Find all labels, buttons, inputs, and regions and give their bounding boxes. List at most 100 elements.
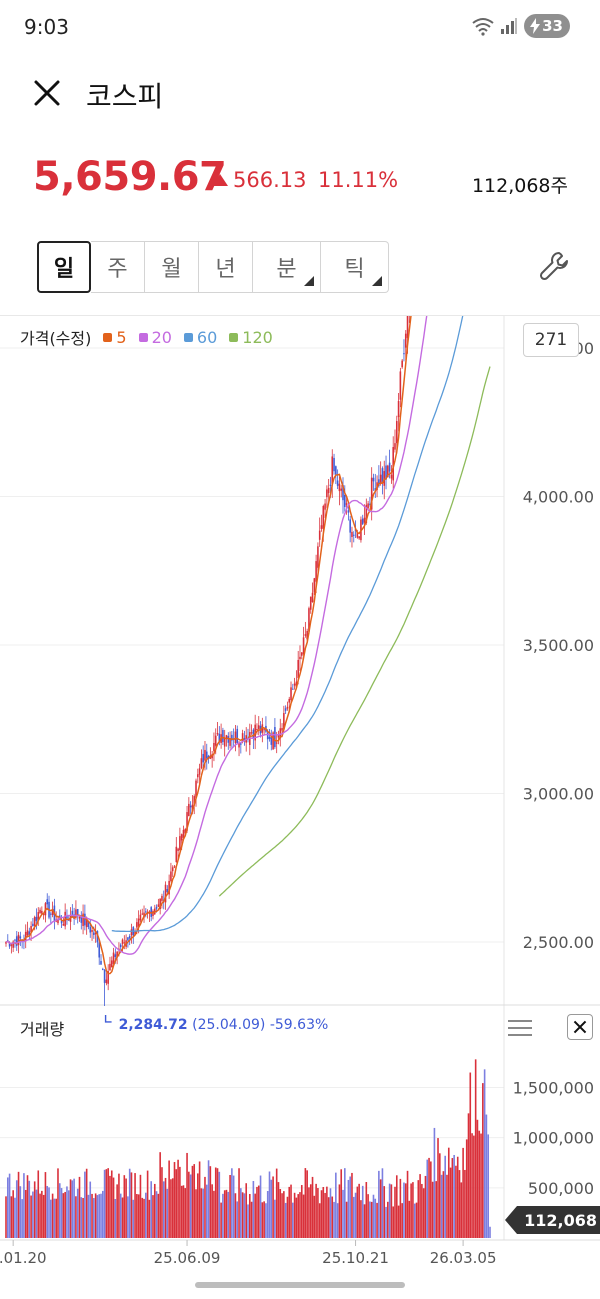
candle-body bbox=[365, 504, 368, 524]
tab-label: 틱 bbox=[344, 257, 365, 282]
volume-bar bbox=[33, 1181, 36, 1238]
tab-day[interactable]: 일 bbox=[37, 241, 91, 293]
volume-bar bbox=[263, 1201, 265, 1238]
volume-tick-label: 1,000,000 bbox=[513, 1129, 594, 1148]
volume-bar bbox=[412, 1182, 414, 1238]
tab-tick[interactable]: 틱 bbox=[321, 241, 389, 293]
menu-icon[interactable] bbox=[506, 1016, 534, 1040]
volume-bar bbox=[102, 1190, 104, 1238]
volume-bar bbox=[277, 1182, 280, 1238]
volume-bar bbox=[211, 1184, 213, 1238]
close-volume-icon[interactable] bbox=[567, 1014, 593, 1040]
tab-year[interactable]: 년 bbox=[199, 241, 253, 293]
volume-bar bbox=[401, 1203, 403, 1238]
volume-bar bbox=[254, 1193, 256, 1238]
price-change-percent: 11.11% bbox=[318, 168, 399, 192]
volume-bar bbox=[297, 1194, 299, 1238]
volume-bar bbox=[408, 1200, 411, 1238]
tab-month[interactable]: 월 bbox=[145, 241, 199, 293]
volume-bar bbox=[168, 1160, 170, 1238]
candle-body bbox=[369, 503, 371, 505]
candle-count-button[interactable]: 271 bbox=[523, 323, 579, 357]
tab-minute[interactable]: 분 bbox=[253, 241, 321, 293]
candle-body bbox=[39, 909, 41, 914]
volume-bar bbox=[26, 1175, 29, 1238]
volume-bar bbox=[71, 1180, 74, 1238]
candle-body bbox=[326, 489, 328, 498]
volume-bar bbox=[320, 1190, 323, 1238]
candle-body bbox=[252, 729, 255, 739]
volume-bar bbox=[229, 1175, 231, 1238]
volume-bar bbox=[225, 1189, 228, 1238]
volume-tick-label: 500,000 bbox=[528, 1179, 594, 1198]
candle-body bbox=[180, 834, 183, 841]
volume-bar bbox=[155, 1191, 158, 1238]
volume-bar bbox=[404, 1183, 407, 1238]
close-icon[interactable] bbox=[30, 76, 64, 110]
volume-bar bbox=[286, 1196, 289, 1238]
volume-bar bbox=[58, 1183, 61, 1238]
tab-label: 주 bbox=[107, 257, 128, 282]
price-chart[interactable]: 2,500.003,000.003,500.004,000.004,500.00… bbox=[0, 316, 600, 1276]
volume-bar bbox=[150, 1181, 152, 1238]
volume-bar bbox=[284, 1202, 287, 1238]
low-annotation-price: 2,284.72 bbox=[119, 1017, 188, 1033]
volume-bar bbox=[8, 1173, 11, 1238]
candle-body bbox=[80, 917, 83, 923]
candle-body bbox=[177, 848, 179, 851]
volume-bar bbox=[105, 1169, 108, 1238]
volume-bar bbox=[136, 1194, 138, 1238]
tab-label: 월 bbox=[161, 257, 182, 282]
candle-body bbox=[123, 942, 126, 944]
low-annotation-date: (25.04.09) bbox=[188, 1017, 266, 1033]
volume-bar bbox=[23, 1173, 25, 1238]
legend-ma20[interactable]: 20 bbox=[138, 328, 172, 347]
candle-body bbox=[112, 952, 115, 965]
volume-bar bbox=[98, 1194, 101, 1238]
volume-bar bbox=[358, 1183, 360, 1238]
candle-body bbox=[150, 907, 152, 917]
volume-bar bbox=[473, 1135, 475, 1238]
legend-ma5[interactable]: 5 bbox=[103, 328, 127, 347]
volume-bar bbox=[189, 1174, 192, 1238]
y-tick-label: 2,500.00 bbox=[523, 933, 594, 952]
volume-bar bbox=[413, 1203, 416, 1238]
candle-body bbox=[137, 918, 140, 927]
volume-bar bbox=[483, 1069, 486, 1238]
candle-body bbox=[390, 475, 393, 479]
status-bar: 9:03 33 bbox=[0, 0, 600, 56]
tab-week[interactable]: 주 bbox=[91, 241, 145, 293]
candle-body bbox=[394, 443, 396, 450]
volume-bar bbox=[153, 1183, 156, 1238]
volume-bar bbox=[30, 1195, 32, 1238]
candle-body bbox=[266, 732, 269, 740]
candle-body bbox=[333, 457, 335, 472]
wrench-icon[interactable] bbox=[538, 250, 570, 282]
volume-bar bbox=[197, 1173, 199, 1238]
candle-body bbox=[216, 733, 219, 735]
volume-bar bbox=[292, 1202, 294, 1238]
volume-bar bbox=[60, 1188, 63, 1238]
volume-bar bbox=[442, 1171, 445, 1238]
legend-ma120[interactable]: 120 bbox=[229, 328, 273, 347]
legend-ma60[interactable]: 60 bbox=[183, 328, 217, 347]
candle-body bbox=[274, 727, 276, 748]
volume-bar bbox=[322, 1186, 325, 1238]
volume-bar bbox=[51, 1193, 54, 1238]
volume-bar bbox=[421, 1183, 423, 1238]
volume-bar bbox=[410, 1183, 412, 1238]
volume-bar bbox=[261, 1202, 264, 1238]
home-indicator[interactable] bbox=[195, 1282, 405, 1288]
volume-bar bbox=[234, 1193, 237, 1238]
volume-bar bbox=[338, 1184, 341, 1238]
candle-body bbox=[300, 652, 303, 656]
volume-bar bbox=[232, 1175, 235, 1238]
volume-bar bbox=[110, 1170, 113, 1238]
volume-bar bbox=[431, 1181, 434, 1238]
volume-bar bbox=[93, 1198, 95, 1238]
volume-bar bbox=[374, 1198, 377, 1238]
candle-body bbox=[401, 360, 403, 368]
volume-bar bbox=[179, 1166, 181, 1238]
volume-bar bbox=[91, 1193, 93, 1238]
volume-bar bbox=[204, 1176, 206, 1238]
